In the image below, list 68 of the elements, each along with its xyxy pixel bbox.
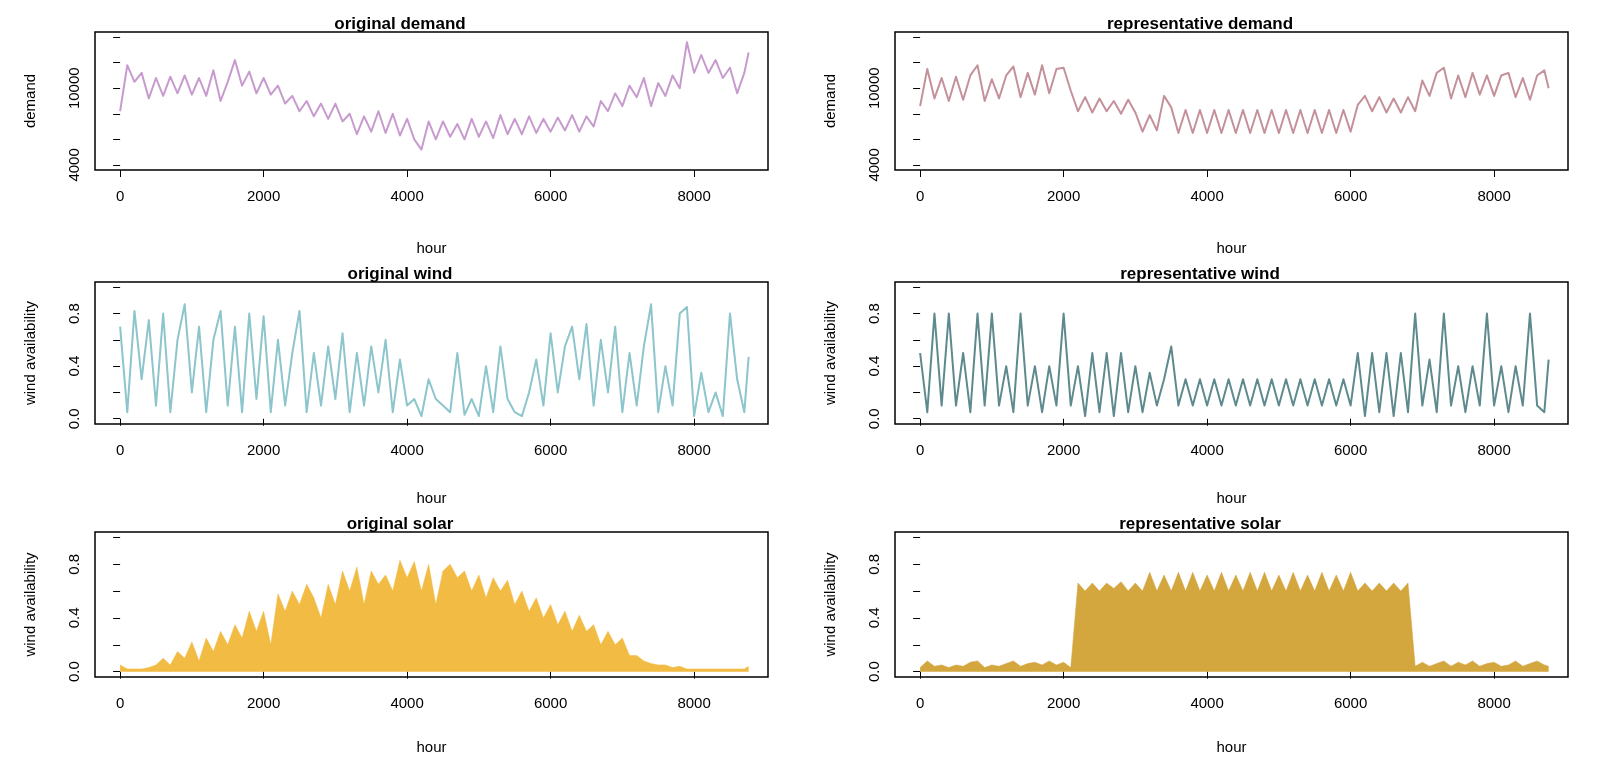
x-tick-label: 4000 bbox=[1190, 694, 1224, 711]
chart-title: representative solar bbox=[1119, 514, 1282, 533]
y-tick-label: 0.4 bbox=[65, 607, 82, 629]
y-tick-label: 10000 bbox=[865, 67, 882, 110]
y-tick-label: 0.4 bbox=[865, 607, 882, 629]
x-tick-label: 4000 bbox=[390, 441, 424, 458]
y-tick-label: 0.4 bbox=[865, 355, 882, 377]
y-tick-label: 0.8 bbox=[865, 553, 882, 575]
x-tick-label: 8000 bbox=[677, 187, 711, 204]
x-tick-label: 2000 bbox=[1046, 187, 1081, 204]
x-axis-title: hour bbox=[416, 239, 447, 256]
y-tick-label: 0.0 bbox=[65, 661, 82, 683]
x-axis-title: hour bbox=[1216, 489, 1247, 506]
y-axis-title: demand bbox=[21, 73, 38, 129]
x-tick-label: 6000 bbox=[533, 187, 568, 204]
line-series bbox=[119, 41, 750, 151]
x-tick-label: 8000 bbox=[677, 441, 711, 458]
x-tick-label: 2000 bbox=[246, 694, 281, 711]
y-tick-label: 0.0 bbox=[65, 408, 82, 430]
x-tick-label: 8000 bbox=[1477, 441, 1511, 458]
y-axis-title: wind availability bbox=[21, 300, 38, 407]
x-tick-label: 0 bbox=[915, 187, 925, 204]
y-tick-label: 0.8 bbox=[65, 553, 82, 575]
chart-title: original solar bbox=[346, 514, 454, 533]
x-tick-label: 2000 bbox=[1046, 694, 1081, 711]
y-tick-label: 0.4 bbox=[65, 355, 82, 377]
x-tick-label: 2000 bbox=[246, 187, 281, 204]
x-tick-label: 8000 bbox=[1477, 694, 1511, 711]
x-tick-label: 4000 bbox=[390, 187, 424, 204]
y-axis-title: demand bbox=[821, 73, 838, 129]
y-tick-label: 10000 bbox=[65, 67, 82, 110]
x-tick-label: 0 bbox=[115, 441, 125, 458]
x-tick-label: 6000 bbox=[1333, 694, 1368, 711]
y-tick-label: 4000 bbox=[65, 148, 82, 182]
x-axis-title: hour bbox=[1216, 738, 1247, 755]
y-tick-label: 0.8 bbox=[865, 303, 882, 324]
chart-title: representative wind bbox=[1120, 264, 1280, 283]
chart-title: original demand bbox=[334, 14, 466, 33]
x-tick-label: 0 bbox=[115, 694, 125, 711]
x-tick-label: 6000 bbox=[533, 694, 568, 711]
y-axis-title: wind availability bbox=[21, 551, 38, 658]
x-tick-label: 6000 bbox=[1333, 441, 1368, 458]
x-tick-label: 0 bbox=[115, 187, 125, 204]
x-tick-label: 6000 bbox=[1333, 187, 1368, 204]
x-tick-label: 2000 bbox=[1046, 441, 1081, 458]
chart-title: representative demand bbox=[1106, 14, 1294, 33]
x-tick-label: 4000 bbox=[1190, 441, 1224, 458]
line-series bbox=[919, 312, 1550, 418]
y-tick-label: 4000 bbox=[865, 148, 882, 182]
x-tick-label: 8000 bbox=[1477, 187, 1511, 204]
y-tick-label: 0.0 bbox=[865, 408, 882, 430]
x-axis-title: hour bbox=[416, 489, 447, 506]
y-axis-title: wind availability bbox=[821, 551, 838, 658]
line-series bbox=[119, 303, 750, 418]
x-tick-label: 0 bbox=[915, 694, 925, 711]
x-tick-label: 0 bbox=[915, 441, 925, 458]
x-axis-title: hour bbox=[416, 738, 447, 755]
x-axis-title: hour bbox=[1216, 239, 1247, 256]
y-tick-label: 0.8 bbox=[65, 303, 82, 324]
x-tick-label: 8000 bbox=[677, 694, 711, 711]
x-tick-label: 4000 bbox=[1190, 187, 1224, 204]
x-tick-label: 2000 bbox=[246, 441, 281, 458]
x-tick-label: 6000 bbox=[533, 441, 568, 458]
chart-title: original wind bbox=[347, 264, 453, 283]
line-series bbox=[919, 64, 1550, 134]
y-tick-label: 0.0 bbox=[865, 661, 882, 683]
x-tick-label: 4000 bbox=[390, 694, 424, 711]
y-axis-title: wind availability bbox=[821, 300, 838, 407]
